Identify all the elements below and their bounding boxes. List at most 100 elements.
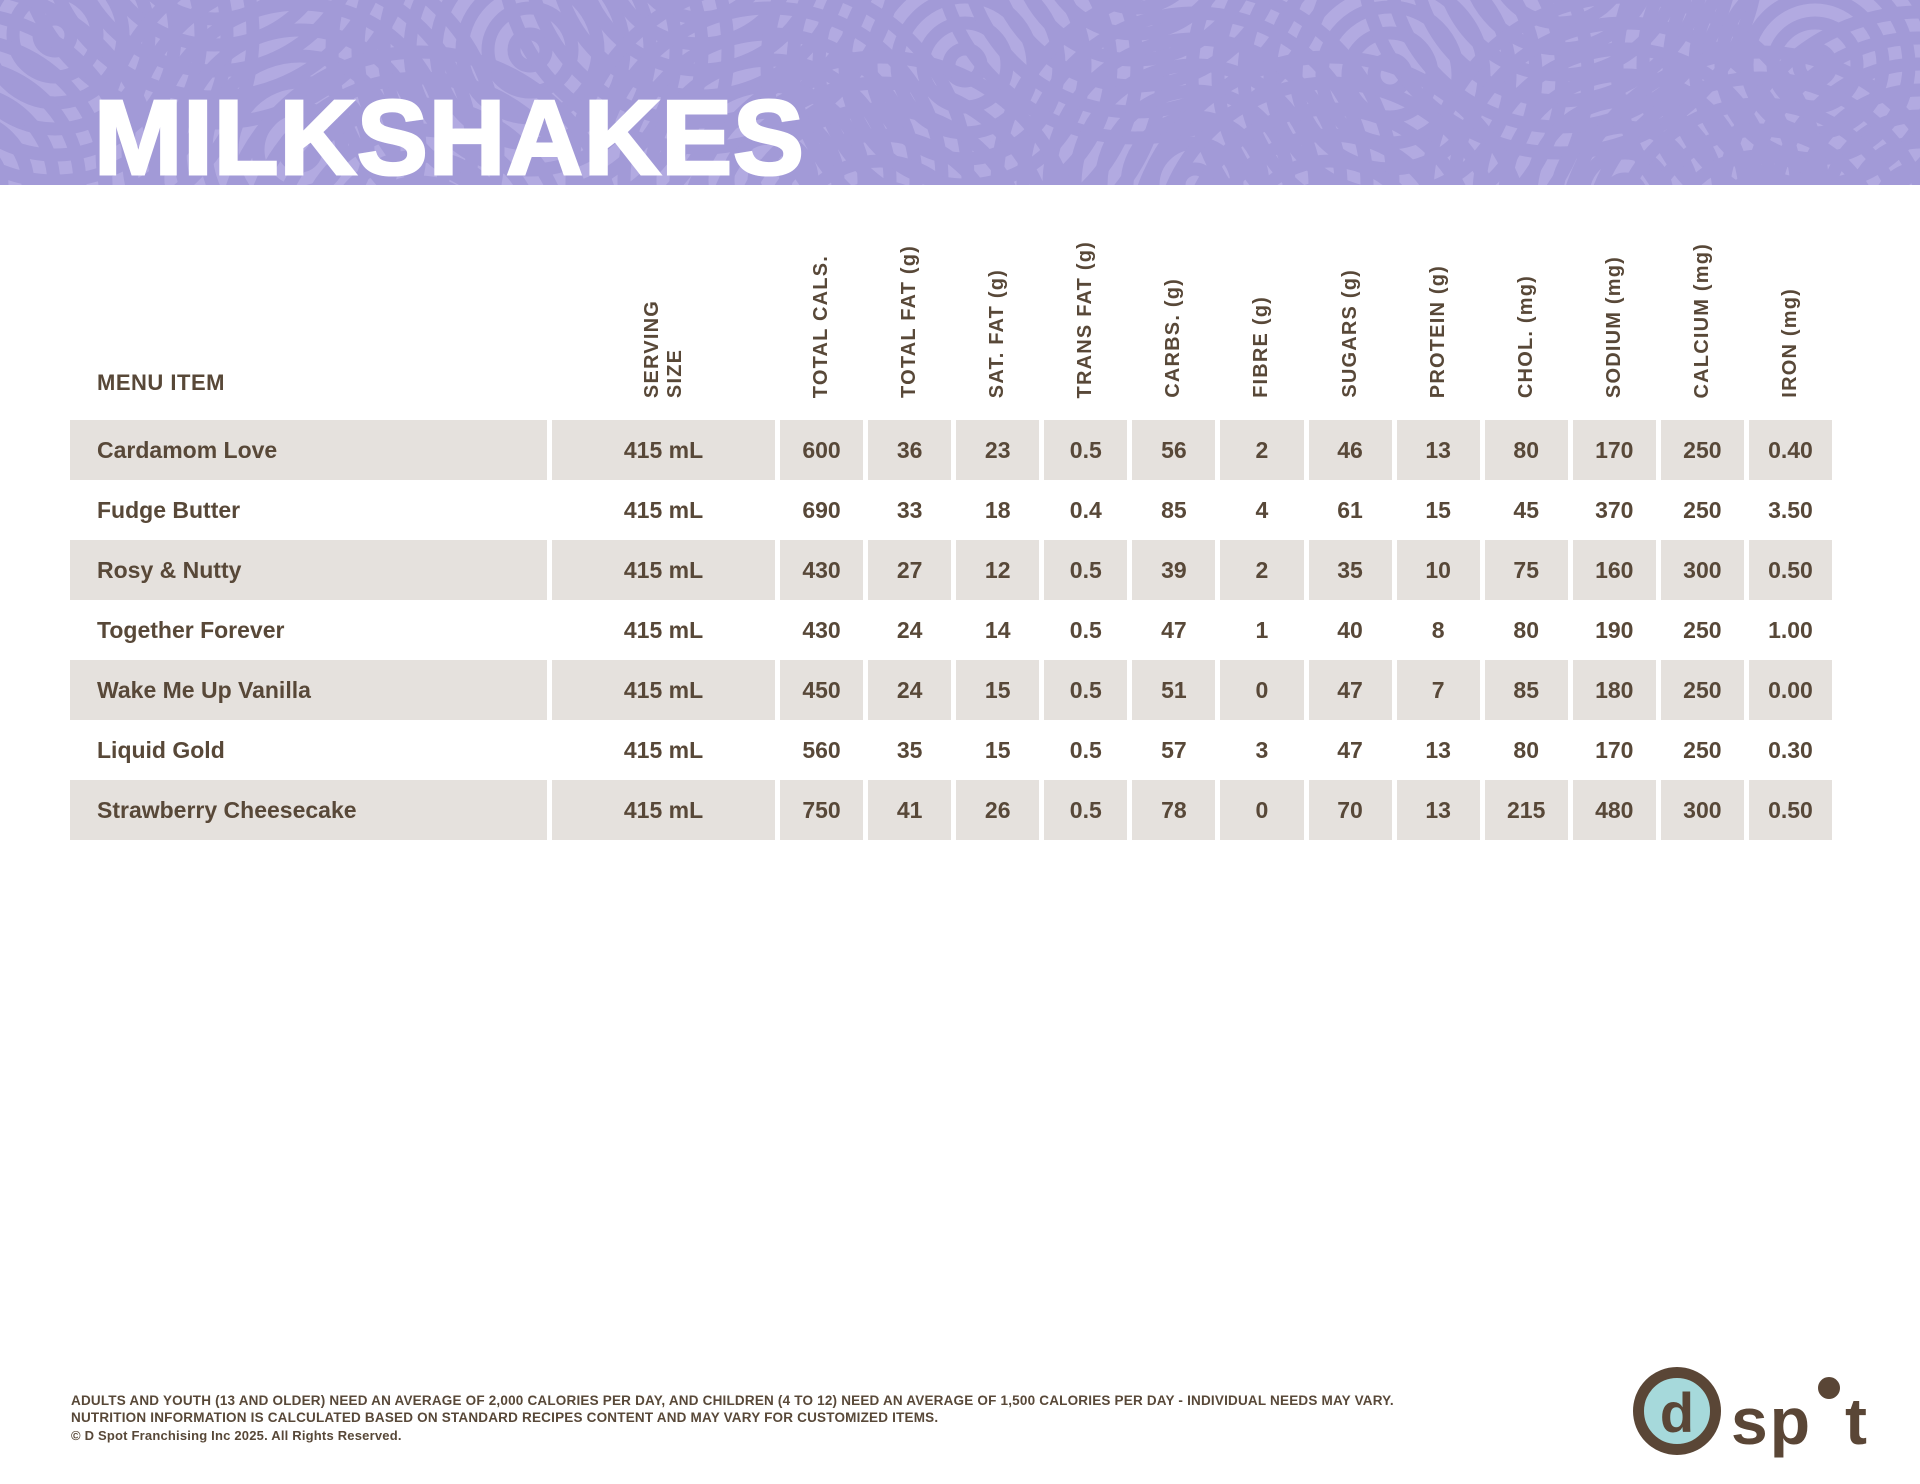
value-cell: 75 (1484, 540, 1568, 600)
value-cell: 2 (1220, 540, 1304, 600)
value-cell: 480 (1572, 780, 1656, 840)
value-cell: 560 (802, 736, 841, 763)
column-header-label: SODIUM (mg) (1602, 255, 1625, 398)
value-cell: 51 (1132, 660, 1216, 720)
column-header-label: SERVING SIZE (640, 299, 686, 398)
value-cell: 24 (868, 660, 952, 720)
logo-o-icon: o (1818, 1376, 1841, 1399)
value-cell: 15 (1425, 496, 1451, 523)
value-cell: 0.5 (1069, 736, 1102, 763)
value-cell: 36 (868, 420, 952, 480)
value-cell: 415 mL (623, 616, 704, 643)
column-header-0: SERVING SIZE (552, 185, 775, 420)
value-cell: 3 (1255, 736, 1269, 763)
value-cell: 12 (956, 540, 1040, 600)
value-cell: 0.4 (1069, 496, 1102, 523)
dspot-logo: d spot (1633, 1367, 1869, 1455)
value-cell: 170 (1595, 736, 1634, 763)
column-header-label: CHOL. (mg) (1514, 274, 1537, 398)
header-band: MILKSHAKES (0, 0, 1920, 185)
value-cell: 170 (1572, 420, 1656, 480)
footer-disclaimer: ADULTS AND YOUTH (13 AND OLDER) NEED AN … (71, 1392, 1394, 1444)
value-cell: 14 (984, 616, 1011, 643)
column-header-label: CARBS. (g) (1162, 278, 1185, 398)
value-cell: 0.5 (1044, 660, 1128, 720)
value-cell: 15 (984, 736, 1011, 763)
value-cell: 415 mL (552, 540, 775, 600)
menu-item-name: Together Forever (97, 616, 285, 643)
value-cell: 80 (1513, 616, 1539, 643)
value-cell: 35 (1308, 540, 1392, 600)
value-cell: 250 (1683, 616, 1722, 643)
value-cell: 430 (802, 616, 841, 643)
value-cell: 39 (1132, 540, 1216, 600)
column-header-2: TOTAL FAT (g) (868, 185, 951, 420)
column-header-1: TOTAL CALS. (780, 185, 863, 420)
value-cell: 27 (868, 540, 952, 600)
value-cell: 41 (868, 780, 952, 840)
column-header-label: TOTAL FAT (g) (898, 245, 921, 398)
logo-word-sp: sp (1731, 1383, 1813, 1458)
value-cell: 78 (1132, 780, 1216, 840)
value-cell: 24 (896, 616, 923, 643)
swirl-pattern-background (0, 0, 1920, 185)
value-cell: 415 mL (623, 496, 704, 523)
menu-item-name: Strawberry Cheesecake (70, 780, 547, 840)
value-cell: 3.50 (1768, 496, 1813, 523)
value-cell: 0 (1220, 780, 1304, 840)
footer-line-copyright: © D Spot Franchising Inc 2025. All Right… (71, 1428, 402, 1443)
column-header-label: CALCIUM (mg) (1690, 242, 1713, 398)
page-title: MILKSHAKES (93, 79, 806, 186)
value-cell: 0.00 (1748, 660, 1832, 720)
value-cell: 47 (1337, 736, 1363, 763)
value-cell: 0.40 (1748, 420, 1832, 480)
value-cell: 33 (896, 496, 923, 523)
value-cell: 415 mL (552, 780, 775, 840)
value-cell: 0 (1220, 660, 1304, 720)
logo-wordmark: spot (1731, 1376, 1869, 1454)
column-header-label: TRANS FAT (g) (1074, 240, 1097, 398)
value-cell: 370 (1595, 496, 1634, 523)
footer-line-calories: ADULTS AND YOUTH (13 AND OLDER) NEED AN … (71, 1393, 1394, 1408)
value-cell: 0.50 (1748, 540, 1832, 600)
value-cell: 750 (780, 780, 864, 840)
value-cell: 0.5 (1044, 780, 1128, 840)
value-cell: 47 (1308, 660, 1392, 720)
column-header-7: SUGARS (g) (1309, 185, 1392, 420)
nutrition-table: MENU ITEM SERVING SIZE TOTAL CALS. TOTAL FA… (70, 185, 1832, 840)
value-cell: 40 (1337, 616, 1363, 643)
column-header-8: PROTEIN (g) (1397, 185, 1480, 420)
column-header-4: TRANS FAT (g) (1044, 185, 1127, 420)
value-cell: 2 (1220, 420, 1304, 480)
column-header-label: FIBRE (g) (1250, 296, 1273, 398)
value-cell: 600 (780, 420, 864, 480)
value-cell: 250 (1683, 736, 1722, 763)
value-cell: 46 (1308, 420, 1392, 480)
value-cell: 70 (1308, 780, 1392, 840)
value-cell: 85 (1484, 660, 1568, 720)
value-cell: 57 (1161, 736, 1187, 763)
value-cell: 23 (956, 420, 1040, 480)
value-cell: 1.00 (1768, 616, 1813, 643)
value-cell: 7 (1396, 660, 1480, 720)
value-cell: 0.50 (1748, 780, 1832, 840)
value-cell: 415 mL (552, 420, 775, 480)
value-cell: 0.5 (1044, 420, 1128, 480)
value-cell: 190 (1595, 616, 1634, 643)
column-header-5: CARBS. (g) (1132, 185, 1215, 420)
column-header-3: SAT. FAT (g) (956, 185, 1039, 420)
value-cell: 80 (1513, 736, 1539, 763)
logo-word-t: t (1845, 1383, 1870, 1458)
column-header-label: SAT. FAT (g) (986, 268, 1009, 398)
value-cell: 35 (896, 736, 923, 763)
column-header-9: CHOL. (mg) (1485, 185, 1568, 420)
menu-item-name: Cardamom Love (70, 420, 547, 480)
column-header-label: IRON (mg) (1778, 288, 1801, 398)
value-cell: 0.5 (1069, 616, 1102, 643)
menu-item-name: Liquid Gold (97, 736, 225, 763)
value-cell: 250 (1660, 660, 1744, 720)
value-cell: 180 (1572, 660, 1656, 720)
value-cell: 85 (1161, 496, 1187, 523)
value-cell: 300 (1660, 540, 1744, 600)
value-cell: 26 (956, 780, 1040, 840)
